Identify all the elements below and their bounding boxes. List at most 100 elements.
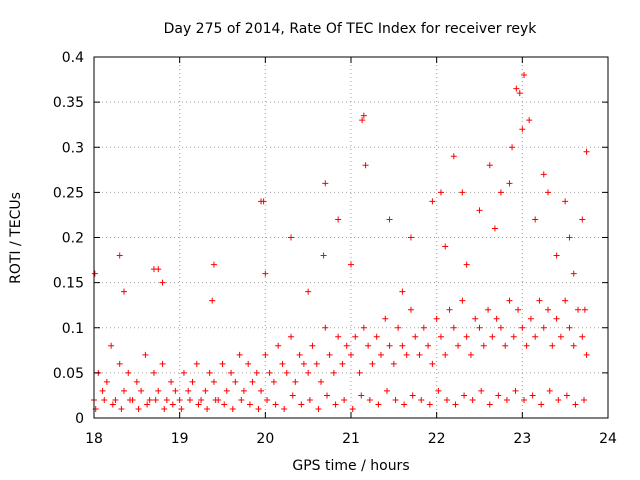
data-point (399, 288, 406, 295)
x-tick-label: 20 (256, 431, 274, 447)
data-point (529, 392, 536, 399)
data-point (169, 401, 176, 408)
data-point (228, 369, 235, 376)
data-point (150, 369, 157, 376)
data-point (478, 387, 485, 394)
y-tick-label: 0 (75, 411, 84, 427)
data-point (249, 378, 256, 385)
data-point (362, 162, 369, 169)
data-point (446, 306, 453, 313)
data-point (210, 378, 217, 385)
data-point (272, 401, 279, 408)
data-point (204, 405, 211, 412)
data-point (399, 342, 406, 349)
x-axis-label: GPS time / hours (292, 458, 409, 474)
data-point (172, 387, 179, 394)
data-point (358, 392, 365, 399)
data-point (348, 261, 354, 268)
data-point (339, 360, 346, 367)
data-point (125, 369, 132, 376)
data-point (562, 198, 569, 205)
grid-lines (94, 57, 608, 418)
data-point (459, 189, 466, 196)
data-point (240, 387, 247, 394)
data-point (306, 396, 313, 403)
data-point (209, 297, 216, 304)
data-point (581, 396, 588, 403)
data-point (575, 306, 582, 313)
data-point (513, 85, 520, 92)
data-point (429, 198, 436, 205)
data-point (532, 216, 539, 223)
data-point (557, 333, 564, 340)
data-point (412, 333, 419, 340)
data-point (202, 387, 209, 394)
data-point (570, 342, 577, 349)
data-point (497, 189, 504, 196)
data-point (515, 306, 522, 313)
data-point (186, 396, 193, 403)
data-point (538, 401, 545, 408)
data-point (566, 324, 573, 331)
data-point (356, 369, 363, 376)
data-point (232, 378, 239, 385)
data-point (545, 306, 552, 313)
data-point (536, 297, 543, 304)
x-tick-label: 18 (85, 431, 103, 447)
data-point (118, 405, 125, 412)
data-point (322, 324, 329, 331)
data-point (403, 351, 410, 358)
data-point (349, 405, 356, 412)
data-point (275, 342, 282, 349)
data-point (279, 360, 286, 367)
data-point (198, 396, 205, 403)
data-point (120, 288, 127, 295)
data-point (315, 405, 322, 412)
data-point (416, 351, 423, 358)
data-point (433, 315, 440, 322)
data-point (562, 297, 569, 304)
x-tick-label: 24 (599, 431, 617, 447)
data-point (418, 396, 425, 403)
data-point (369, 360, 376, 367)
data-point (401, 401, 408, 408)
data-point (116, 252, 123, 259)
data-point (262, 270, 269, 277)
data-point (409, 392, 416, 399)
x-tick-label: 23 (513, 431, 531, 447)
data-point (255, 405, 262, 412)
data-point (469, 396, 476, 403)
data-point (260, 198, 267, 205)
data-point (289, 392, 296, 399)
data-point (493, 315, 500, 322)
y-tick-label: 0.05 (53, 366, 84, 382)
data-point (579, 216, 586, 223)
data-point (360, 112, 367, 119)
data-point (212, 396, 219, 403)
data-point (352, 333, 359, 340)
data-point (502, 342, 509, 349)
data-point (510, 333, 517, 340)
data-point (437, 333, 444, 340)
data-point (320, 252, 327, 259)
data-point (555, 396, 562, 403)
data-point (142, 351, 149, 358)
data-point (407, 306, 414, 313)
data-point (476, 324, 483, 331)
data-point (553, 315, 560, 322)
data-point (313, 360, 320, 367)
data-point (491, 225, 498, 232)
data-point (463, 333, 470, 340)
data-point (563, 392, 570, 399)
data-point (546, 387, 553, 394)
data-point (238, 396, 245, 403)
data-point (373, 333, 380, 340)
data-point (392, 396, 399, 403)
data-point (519, 324, 526, 331)
data-point (497, 324, 504, 331)
data-points (91, 72, 590, 412)
data-point (150, 266, 157, 273)
data-point (258, 387, 265, 394)
data-point (152, 396, 159, 403)
y-axis-label: ROTI / TECUs (8, 192, 24, 284)
